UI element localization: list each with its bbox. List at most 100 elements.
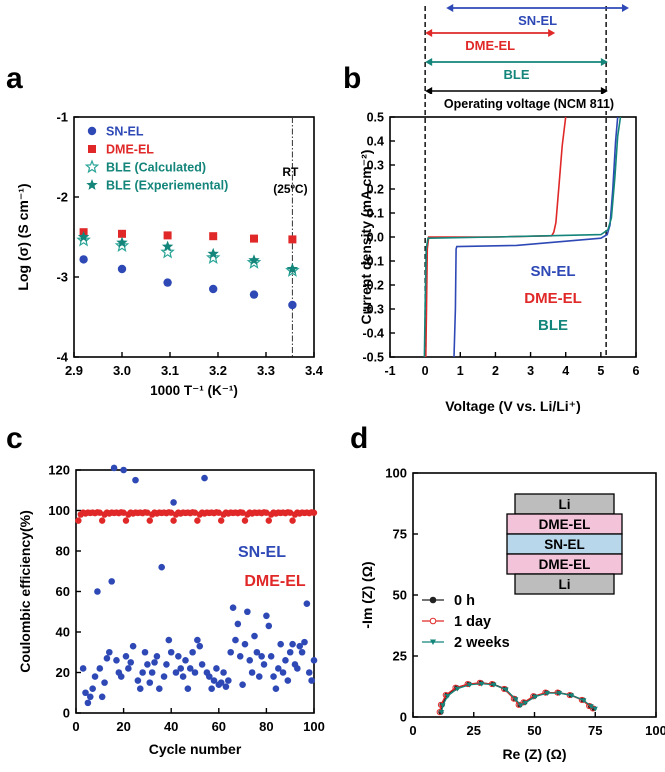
data-point-circle [117, 264, 127, 274]
data-point-dme-el [194, 517, 201, 524]
data-point-star [116, 236, 128, 248]
y-tick-label: 0.2 [367, 183, 384, 197]
data-point [556, 691, 563, 696]
legend-marker [88, 145, 96, 153]
window-label: SN-EL [518, 13, 557, 28]
data-point [445, 694, 451, 699]
y-tick-label: 20 [56, 665, 70, 680]
panel-label-a: a [6, 62, 23, 95]
legend-marker [429, 617, 437, 625]
data-point-sn-el [186, 665, 194, 672]
y-tick-label: -2 [56, 190, 68, 205]
rt-annotation: RT [282, 165, 299, 179]
curve-label: BLE [538, 317, 568, 334]
data-point-hollow-star [205, 250, 221, 265]
curve-line [441, 683, 596, 713]
legend-label: 2 weeks [454, 635, 510, 651]
data-point-star [77, 231, 90, 242]
y-tick-label: -3 [56, 270, 68, 285]
data-point-square [250, 234, 258, 243]
y-tick-label: -0.4 [362, 327, 384, 341]
data-point-dme-el [122, 517, 130, 524]
legend-marker [429, 596, 437, 604]
data-point-sn-el [244, 608, 251, 616]
data-point-sn-el [134, 677, 142, 684]
legend-label: 0 h [454, 593, 475, 609]
data-point-sn-el [175, 653, 182, 660]
panel-a-chart: 2.9 3.0 3.1 3.2 3.3 3.4 -1 -2 -3 -4 RT (25ºC) SN-EL D… [15, 110, 324, 399]
data-point-sn-el [255, 673, 263, 680]
legend-label: BLE (Experiemental) [106, 179, 228, 193]
data-point-hollow-star [160, 244, 175, 259]
data-point-sn-el [296, 642, 304, 650]
data-point-dme-el [75, 517, 82, 524]
curve-label: DME-EL [524, 290, 582, 307]
panel-label-b: b [343, 62, 361, 95]
operating-arrow-head [425, 87, 433, 95]
data-point-sn-el [263, 612, 270, 620]
legend-marker [87, 126, 97, 136]
window-label: DME-EL [465, 38, 515, 53]
data-point-sn-el [108, 578, 115, 585]
x-tick-label: 2.9 [65, 363, 83, 378]
y-tick-label: 0 [400, 710, 407, 725]
data-point-sn-el [222, 683, 230, 690]
legend-label: SN-EL [238, 544, 286, 561]
data-point-sn-el [156, 685, 163, 692]
data-point-hollow-star [285, 262, 300, 277]
window-arrow-head [548, 29, 556, 37]
x-tick-label: 5 [597, 364, 604, 378]
data-point-sn-el [253, 648, 261, 656]
data-point-sn-el [125, 665, 132, 672]
legend-label: DME-EL [244, 573, 306, 590]
x-tick-label: 3.0 [113, 363, 131, 378]
stack-layer-label: Li [559, 577, 571, 592]
data-point [581, 698, 587, 704]
x-tick-label: 100 [303, 719, 325, 734]
data-point-hollow-star [114, 238, 130, 253]
data-point-sn-el [225, 677, 232, 684]
y-tick-label: -0.5 [362, 351, 384, 365]
data-point [544, 691, 550, 696]
data-point-sn-el [158, 563, 165, 571]
data-point-square [288, 235, 297, 244]
data-point-sn-el [172, 669, 180, 676]
data-point-sn-el [275, 665, 282, 672]
data-point-sn-el [120, 466, 127, 474]
data-point [522, 700, 529, 706]
data-point [513, 697, 519, 703]
stack-layer-label: DME-EL [539, 557, 591, 572]
x-axis-label: Re (Z) (Ω) [502, 746, 566, 762]
data-point-sn-el [91, 673, 99, 680]
data-point-sn-el [127, 659, 135, 666]
data-point-sn-el [272, 685, 280, 692]
x-tick-label: 3.1 [161, 363, 179, 378]
data-point-sn-el [160, 673, 168, 680]
data-point-sn-el [305, 669, 313, 676]
y-tick-label: -1 [56, 110, 68, 125]
data-point-sn-el [94, 588, 101, 595]
legend-marker [430, 639, 436, 645]
stack-layer-label: SN-EL [544, 537, 585, 552]
y-tick-label: -0.1 [362, 255, 384, 269]
data-point-sn-el [260, 661, 268, 668]
data-point-sn-el [201, 474, 208, 482]
data-point-sn-el [220, 669, 227, 676]
data-point-sn-el [144, 661, 151, 668]
window-arrow-head [446, 4, 454, 12]
data-point [440, 703, 446, 709]
plot-frame [75, 469, 315, 714]
x-tick-label: 0 [422, 364, 429, 378]
y-tick-label: 100 [385, 466, 407, 481]
data-point-dme-el [289, 517, 296, 524]
operating-voltage-label: Operating voltage (NCM 811) [444, 97, 614, 111]
data-point-sn-el [270, 673, 277, 680]
x-tick-label: 20 [116, 719, 130, 734]
data-point-sn-el [96, 665, 104, 672]
y-tick-label: 0 [63, 706, 70, 721]
data-point [518, 703, 524, 709]
y-axis-label: -Im (Z) (Ω) [359, 561, 375, 628]
data-point [491, 682, 497, 688]
data-point-sn-el [139, 669, 146, 676]
x-tick-label: 3 [527, 364, 534, 378]
